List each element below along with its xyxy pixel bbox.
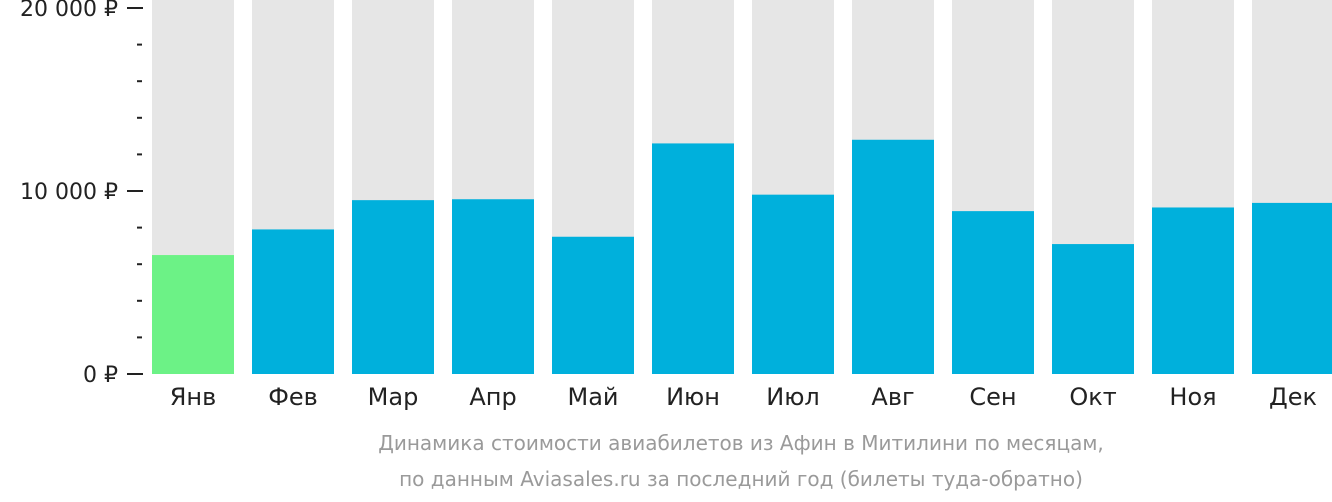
bar-Окт [1052, 244, 1134, 374]
y-tick-label: 20 000 ₽ [20, 0, 118, 22]
bar-Янв [152, 255, 234, 374]
bar-Мар [352, 200, 434, 374]
bar-Июн [652, 143, 734, 374]
bar-Дек [1252, 202, 1332, 374]
y-tick-label: 0 ₽ [83, 363, 118, 388]
y-axis: 0 ₽ 10 000 ₽ 20 000 ₽ [20, 0, 143, 388]
x-tick-label: Авг [871, 383, 914, 411]
x-tick-label: Ноя [1169, 383, 1216, 411]
bar-Ноя [1152, 207, 1234, 374]
y-tick-label: 10 000 ₽ [20, 180, 118, 205]
bar-Фев [252, 229, 334, 374]
price-bar-chart: 0 ₽ 10 000 ₽ 20 000 ₽ Янв Фев Мар Апр Май Июн Ию… [20, 0, 1332, 411]
x-tick-label: Сен [969, 383, 1016, 411]
chart-caption-line-1: Динамика стоимости авиабилетов из Афин в… [378, 431, 1104, 455]
x-axis-labels: Янв Фев Мар Апр Май Июн Июл Авг Сен Окт Ноя Дек [170, 383, 1317, 411]
bar-Май [552, 236, 634, 374]
x-tick-label: Апр [469, 383, 516, 411]
x-tick-label: Май [567, 383, 618, 411]
x-tick-label: Янв [170, 383, 217, 411]
x-tick-label: Июн [666, 383, 720, 411]
x-tick-label: Окт [1069, 383, 1116, 411]
bar-Июл [752, 194, 834, 374]
x-tick-label: Мар [368, 383, 419, 411]
bar-Авг [852, 139, 934, 374]
bar-Апр [452, 199, 534, 374]
x-tick-label: Фев [268, 383, 318, 411]
x-tick-label: Дек [1269, 383, 1317, 411]
chart-caption-line-2: по данным Aviasales.ru за последний год … [399, 467, 1083, 491]
bars-group [152, 0, 1332, 374]
x-tick-label: Июл [766, 383, 820, 411]
bar-Сен [952, 211, 1034, 374]
